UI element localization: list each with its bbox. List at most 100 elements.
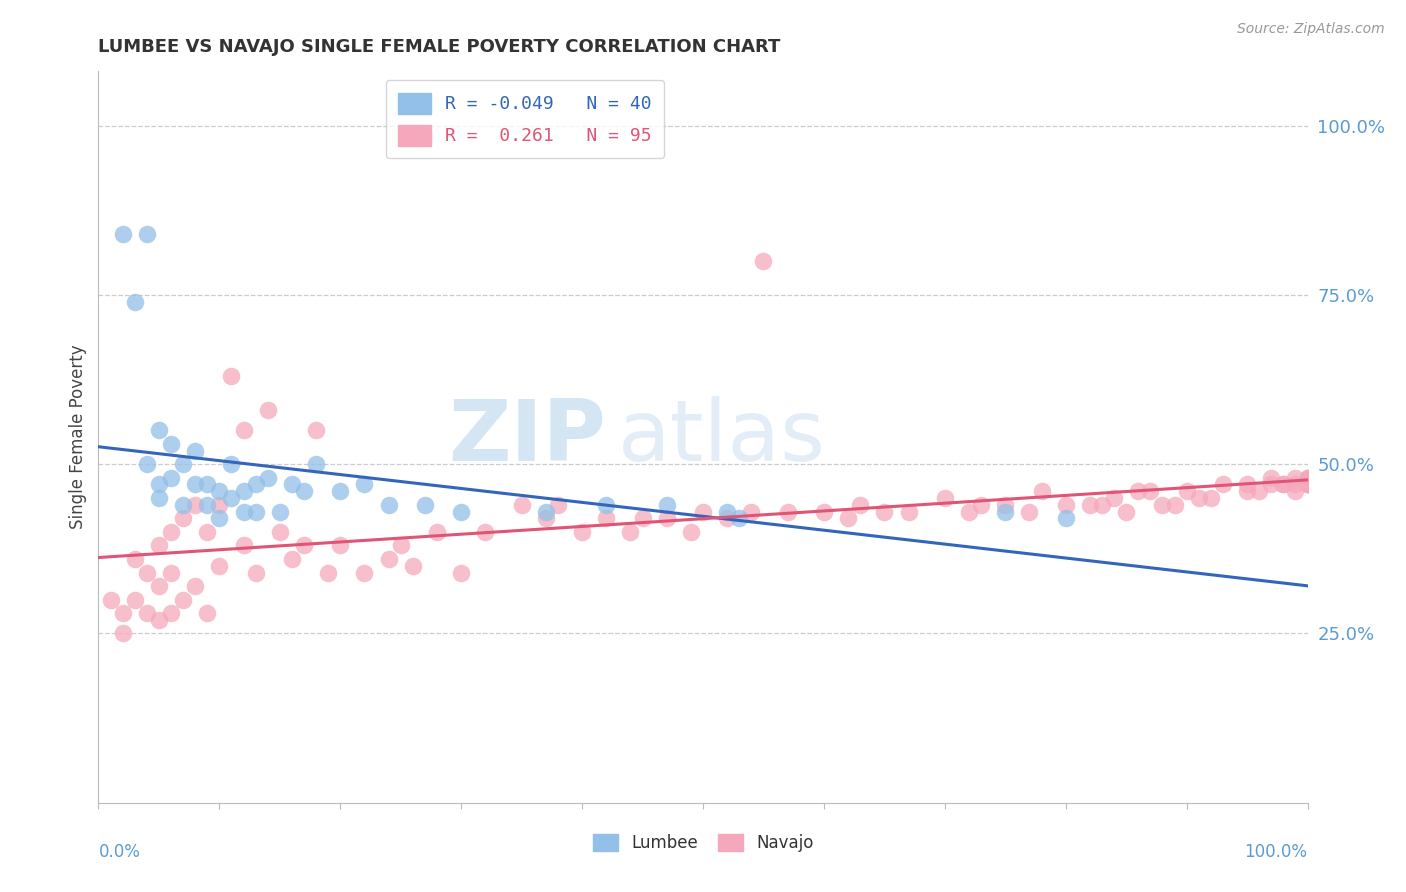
- Point: [195, 477, 218, 491]
- Point: [195, 606, 218, 620]
- Point: [148, 423, 170, 437]
- Point: [172, 457, 194, 471]
- Point: [195, 524, 218, 539]
- Point: [281, 477, 304, 491]
- Point: [148, 613, 170, 627]
- Point: [813, 505, 835, 519]
- Point: [184, 498, 207, 512]
- Point: [148, 538, 170, 552]
- Point: [716, 505, 738, 519]
- Point: [1296, 471, 1319, 485]
- Point: [221, 491, 243, 505]
- Point: [957, 505, 980, 519]
- Point: [1236, 484, 1258, 499]
- Point: [389, 538, 412, 552]
- Point: [692, 505, 714, 519]
- Point: [377, 498, 399, 512]
- Point: [534, 511, 557, 525]
- Point: [124, 592, 146, 607]
- Point: [305, 457, 328, 471]
- Point: [269, 505, 291, 519]
- Point: [1128, 484, 1150, 499]
- Point: [195, 498, 218, 512]
- Point: [994, 498, 1017, 512]
- Point: [897, 505, 920, 519]
- Point: [172, 498, 194, 512]
- Point: [547, 498, 569, 512]
- Point: [135, 606, 157, 620]
- Point: [1296, 477, 1319, 491]
- Point: [994, 505, 1017, 519]
- Point: [232, 484, 254, 499]
- Point: [1152, 498, 1174, 512]
- Point: [305, 423, 328, 437]
- Point: [208, 498, 231, 512]
- Point: [1091, 498, 1114, 512]
- Point: [1296, 471, 1319, 485]
- Point: [1272, 477, 1295, 491]
- Point: [595, 511, 617, 525]
- Point: [1249, 484, 1271, 499]
- Point: [426, 524, 449, 539]
- Point: [1284, 484, 1306, 499]
- Point: [1296, 477, 1319, 491]
- Point: [353, 566, 375, 580]
- Point: [849, 498, 872, 512]
- Point: [1199, 491, 1222, 505]
- Point: [172, 592, 194, 607]
- Text: Source: ZipAtlas.com: Source: ZipAtlas.com: [1237, 22, 1385, 37]
- Point: [111, 227, 134, 241]
- Point: [1260, 471, 1282, 485]
- Point: [208, 484, 231, 499]
- Point: [1018, 505, 1040, 519]
- Point: [135, 227, 157, 241]
- Point: [1054, 498, 1077, 512]
- Point: [740, 505, 762, 519]
- Point: [631, 511, 654, 525]
- Point: [208, 558, 231, 573]
- Point: [184, 477, 207, 491]
- Point: [160, 524, 183, 539]
- Point: [148, 579, 170, 593]
- Text: atlas: atlas: [619, 395, 827, 479]
- Point: [728, 511, 751, 525]
- Point: [329, 484, 352, 499]
- Point: [135, 457, 157, 471]
- Point: [474, 524, 496, 539]
- Point: [111, 606, 134, 620]
- Point: [619, 524, 641, 539]
- Point: [160, 566, 183, 580]
- Point: [124, 552, 146, 566]
- Point: [184, 579, 207, 593]
- Point: [124, 294, 146, 309]
- Point: [1296, 477, 1319, 491]
- Point: [269, 524, 291, 539]
- Point: [1296, 477, 1319, 491]
- Point: [752, 254, 775, 268]
- Point: [1139, 484, 1161, 499]
- Point: [571, 524, 593, 539]
- Point: [510, 498, 533, 512]
- Point: [329, 538, 352, 552]
- Point: [450, 505, 472, 519]
- Point: [245, 566, 267, 580]
- Point: [970, 498, 993, 512]
- Point: [1284, 471, 1306, 485]
- Point: [1115, 505, 1137, 519]
- Point: [1054, 511, 1077, 525]
- Point: [232, 538, 254, 552]
- Point: [148, 491, 170, 505]
- Point: [1175, 484, 1198, 499]
- Point: [377, 552, 399, 566]
- Point: [221, 457, 243, 471]
- Point: [292, 538, 315, 552]
- Point: [1296, 471, 1319, 485]
- Point: [292, 484, 315, 499]
- Point: [1296, 477, 1319, 491]
- Point: [873, 505, 896, 519]
- Point: [221, 369, 243, 384]
- Point: [148, 477, 170, 491]
- Point: [232, 423, 254, 437]
- Point: [655, 511, 678, 525]
- Point: [353, 477, 375, 491]
